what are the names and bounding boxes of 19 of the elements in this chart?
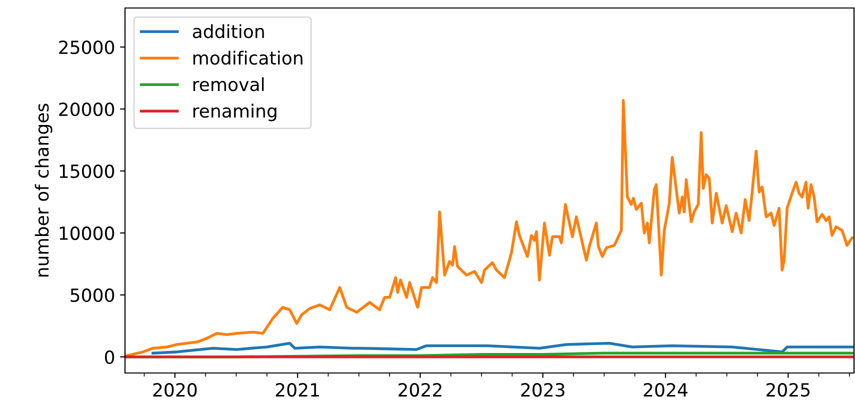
x-tick-label: 2023 <box>521 383 564 397</box>
x-tick-label: 2022 <box>398 383 442 397</box>
x-tick-label: 2020 <box>153 383 197 397</box>
y-tick-label: 5000 <box>70 288 114 302</box>
y-tick-label: 20000 <box>59 102 114 116</box>
y-tick-label: 0 <box>104 350 114 364</box>
line-series <box>126 98 854 358</box>
x-tick-label: 2021 <box>276 383 319 397</box>
y-tick-label: 25000 <box>59 40 114 54</box>
legend-label: addition <box>192 24 264 38</box>
legend-label: modification <box>193 50 302 65</box>
y-tick-label: 10000 <box>60 226 114 240</box>
y-tick-label: 15000 <box>60 164 114 178</box>
line-series <box>152 342 854 355</box>
x-tick-label: 2024 <box>644 383 688 397</box>
x-tick-label: 2025 <box>766 383 810 397</box>
y-axis-title: number of changes <box>34 104 52 276</box>
legend-label: renaming <box>193 104 276 122</box>
legend-label: removal <box>193 77 264 92</box>
